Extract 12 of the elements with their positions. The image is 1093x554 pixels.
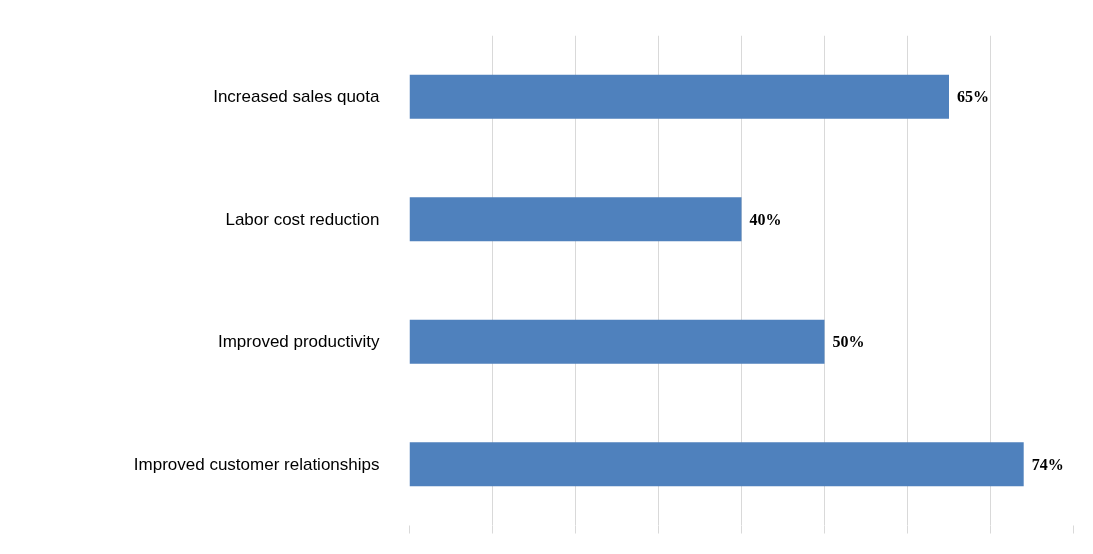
bar <box>409 319 825 364</box>
y-tick-label: Improved productivity <box>217 332 380 352</box>
y-tick-label: Labor cost reduction <box>225 209 380 229</box>
y-tick-label: Increased sales quota <box>213 87 381 107</box>
data-label: 74% <box>1031 455 1064 473</box>
data-label: 50% <box>832 333 865 351</box>
y-tick-label: Improved customer relationships <box>133 454 380 474</box>
bar <box>409 74 949 119</box>
data-label: 65% <box>957 88 989 106</box>
data-label: 40% <box>749 210 782 228</box>
bar <box>409 442 1024 487</box>
bar <box>409 197 742 242</box>
